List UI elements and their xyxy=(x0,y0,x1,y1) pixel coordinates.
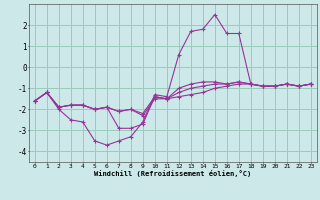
X-axis label: Windchill (Refroidissement éolien,°C): Windchill (Refroidissement éolien,°C) xyxy=(94,170,252,177)
